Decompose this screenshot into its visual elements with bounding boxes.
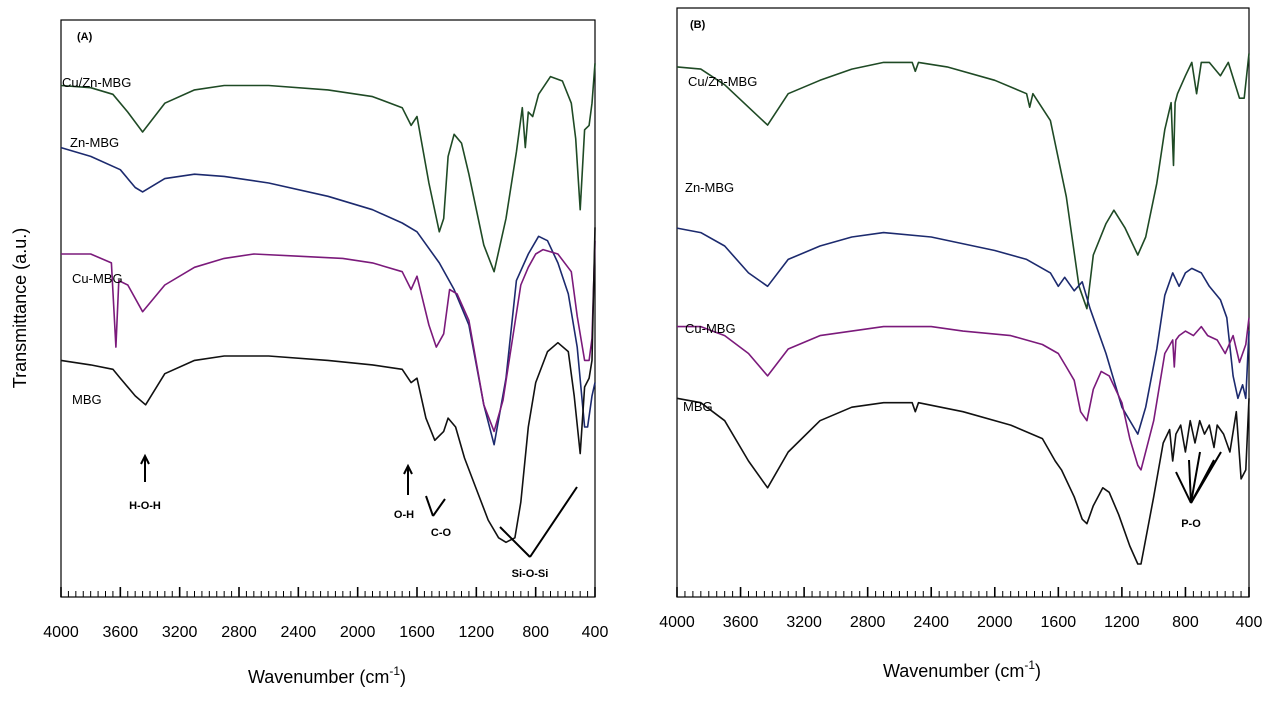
annotation-arrowhead (140, 453, 150, 465)
series-line-cu-zn-mbg (60, 63, 596, 273)
x-axis-title-a: Wavenumber (cm-1) (248, 664, 406, 687)
x-tick-label: 800 (1172, 614, 1199, 631)
series-label-zn-mbg: Zn-MBG (685, 180, 734, 195)
y-axis-title: Transmittance (a.u.) (10, 228, 30, 388)
series-line-zn-mbg (676, 227, 1250, 435)
panel-a-plot: Cu/Zn-MBG Zn-MBG Cu-MBG MBG 4000 3600 3200 2800… (43, 63, 608, 641)
x-tick-label: 2000 (340, 624, 376, 641)
series-line-cu-mbg (61, 240, 596, 433)
series-line-zn-mbg (60, 146, 596, 446)
annotation-pointer (1175, 471, 1192, 504)
x-tick-label: 3200 (162, 624, 198, 641)
x-axis-title-b: Wavenumber (cm-1) (883, 658, 1041, 681)
annotation-arrowhead (403, 463, 413, 475)
annotation-pointer (432, 498, 446, 517)
x-tick-label: 2400 (913, 614, 949, 631)
series-line-cu-mbg (677, 317, 1250, 471)
x-tick-label: 2400 (281, 624, 317, 641)
panel-b-plot: Cu/Zn-MBG Zn-MBG Cu-MBG MBG 4000 3600 3200 2800… (659, 53, 1262, 631)
panel-b-label: (B) (690, 19, 706, 31)
x-tick-label: 4000 (659, 614, 695, 631)
panel-a-frame (60, 19, 596, 598)
series-line-cu-zn-mbg (676, 53, 1250, 310)
annotation-pointer (529, 486, 578, 558)
annotation-label-c-o: C-O (431, 527, 452, 539)
annotation-pointer (499, 526, 531, 558)
series-label-zn-mbg: Zn-MBG (70, 135, 119, 150)
x-tick-label: 1200 (459, 624, 495, 641)
x-axis-title-a-sup: -1 (389, 664, 400, 678)
annotation-pointer (1188, 459, 1192, 504)
series-label-cu-mbg: Cu-MBG (685, 321, 736, 336)
x-tick-label: 400 (1236, 614, 1263, 631)
series-line-mbg (676, 397, 1250, 565)
x-axis-title-b-close: ) (1035, 661, 1041, 681)
x-tick-label: 3600 (103, 624, 139, 641)
x-axis-title-a-main: Wavenumber (cm (248, 667, 389, 687)
x-tick-label: 3200 (786, 614, 822, 631)
annotation-label-h-o-h: H-O-H (129, 500, 161, 512)
annotation-label-o-h: O-H (394, 509, 414, 521)
annotation-label-p-o: P-O (1181, 518, 1201, 530)
x-tick-label: 3600 (723, 614, 759, 631)
annotation-pointer (1190, 451, 1201, 504)
x-tick-label: 2800 (221, 624, 257, 641)
series-label-mbg: MBG (683, 399, 713, 414)
series-label-mbg: MBG (72, 392, 102, 407)
x-axis-title-b-sup: -1 (1024, 658, 1035, 672)
series-line-mbg (60, 227, 596, 544)
plots-group: Cu/Zn-MBG Zn-MBG Cu-MBG MBG 4000 3600 3200 2800… (43, 53, 1262, 641)
annotation-pointer (425, 495, 434, 517)
panel-a-label: (A) (77, 31, 93, 43)
x-axis-title-b-main: Wavenumber (cm (883, 661, 1024, 681)
x-axis-title-a-close: ) (400, 667, 406, 687)
x-tick-label: 2800 (850, 614, 886, 631)
x-tick-label: 800 (522, 624, 549, 641)
x-tick-label: 2000 (977, 614, 1013, 631)
x-tick-label: 1600 (1041, 614, 1077, 631)
annotation-pointer (1190, 451, 1222, 504)
x-tick-label: 400 (582, 624, 609, 641)
x-tick-label: 4000 (43, 624, 79, 641)
x-tick-label: 1600 (399, 624, 435, 641)
series-label-cu-zn-mbg: Cu/Zn-MBG (688, 74, 757, 89)
series-label-cu-mbg: Cu-MBG (72, 271, 123, 286)
x-tick-label: 1200 (1104, 614, 1140, 631)
annotation-label-si-o-si: Si-O-Si (512, 568, 549, 580)
series-label-cu-zn-mbg: Cu/Zn-MBG (62, 75, 131, 90)
